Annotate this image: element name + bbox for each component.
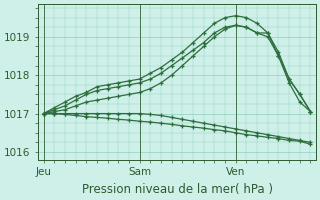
X-axis label: Pression niveau de la mer( hPa ): Pression niveau de la mer( hPa ) xyxy=(82,183,273,196)
